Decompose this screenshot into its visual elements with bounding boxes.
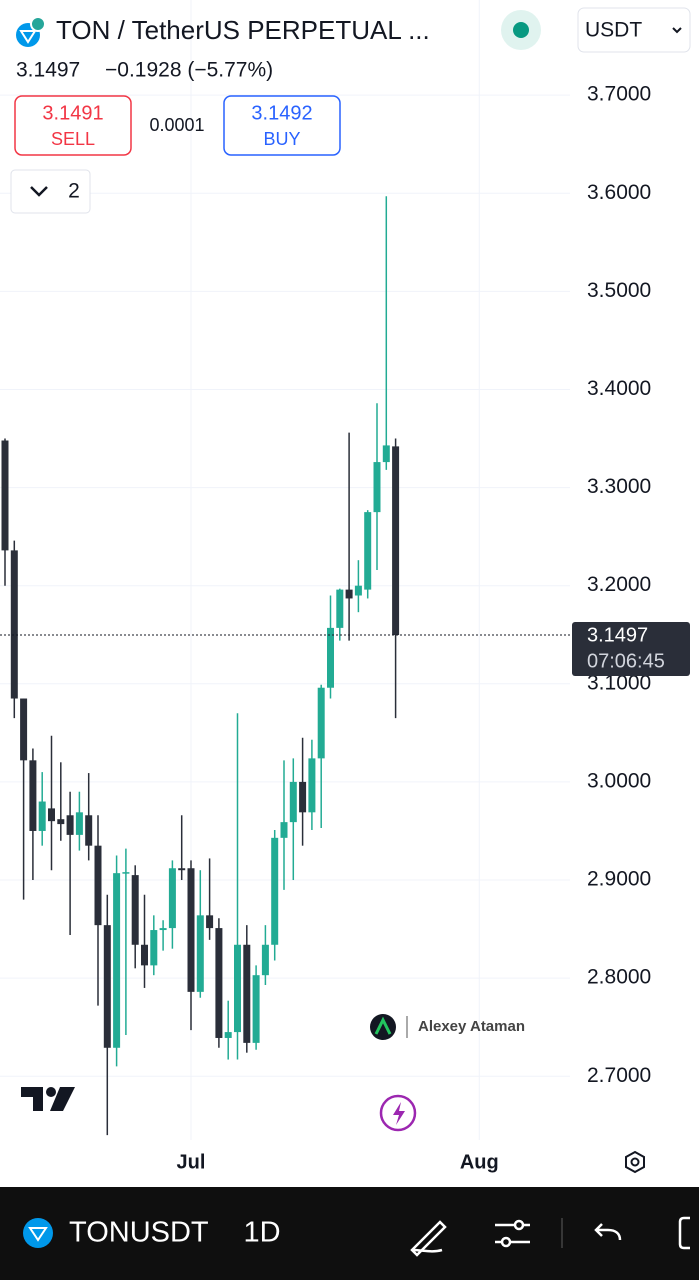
watermark-text: Alexey Ataman: [418, 1018, 525, 1035]
sell-button[interactable]: [14, 95, 132, 156]
indicators-tool[interactable]: [495, 1219, 530, 1248]
y-tick-label: 3.2000: [587, 573, 651, 596]
indicators-count: 2: [68, 180, 80, 203]
buy-label: BUY: [263, 129, 300, 149]
header: TON / TetherUS PERPETUAL ... USDT 3.1497…: [10, 7, 691, 214]
undo-button[interactable]: [594, 1223, 622, 1241]
tv-logo: [21, 1087, 75, 1111]
spread: 0.0001: [149, 115, 204, 135]
footer-symbol[interactable]: TONUSDT: [69, 1217, 209, 1249]
y-tick-label: 2.9000: [587, 868, 651, 891]
draw-tool[interactable]: [410, 1220, 447, 1257]
candle-body: [234, 944, 241, 1033]
candle-body: [48, 808, 55, 822]
candle-body: [75, 812, 83, 835]
price-change: −0.1928 (−5.77%): [105, 59, 273, 82]
candle-body: [131, 875, 139, 945]
candle-body: [20, 698, 28, 761]
countdown-label: 07:06:45: [587, 650, 665, 672]
buy-price: 3.1492: [251, 102, 312, 124]
y-tick-label: 3.1000: [587, 671, 651, 694]
candle-body: [1, 440, 9, 551]
candle-body: [206, 915, 214, 929]
sell-price: 3.1491: [42, 102, 103, 124]
candle-body: [261, 944, 269, 976]
x-tick-label: Jul: [177, 1151, 206, 1173]
footer-bar: TONUSDT 1D: [0, 1187, 699, 1280]
last-price: 3.1497: [16, 59, 80, 82]
currency: USDT: [585, 19, 642, 42]
candle-body: [57, 819, 65, 825]
buy-button[interactable]: [223, 95, 341, 156]
watermark: [370, 1014, 408, 1040]
sell-label: SELL: [51, 129, 95, 149]
candle-body: [373, 462, 381, 513]
symbol-title[interactable]: TON / TetherUS PERPETUAL ...: [56, 15, 430, 45]
last-price-box: [572, 622, 690, 677]
candle-body: [103, 925, 111, 1048]
candle-body: [215, 928, 223, 1038]
candle-body: [38, 801, 46, 831]
candle-body: [178, 868, 186, 871]
chart: 2.7000 2.8000 2.9000 3.0000 3.1000 3.2000 3.30…: [0, 0, 690, 1173]
y-tick-label: 3.5000: [587, 279, 651, 302]
indicators-toggle[interactable]: [10, 169, 91, 214]
candle-body: [280, 822, 288, 838]
candle-body: [113, 873, 121, 1048]
candle-body: [85, 815, 93, 846]
candle-body: [94, 845, 102, 926]
candle-body: [289, 781, 297, 823]
candle-body: [308, 758, 316, 813]
candle-body: [141, 944, 148, 966]
candle-body: [159, 928, 167, 931]
y-tick-label: 3.4000: [587, 377, 651, 400]
candle-body: [252, 975, 260, 1043]
candle-body: [382, 445, 390, 463]
candle-body: [243, 944, 251, 1043]
candle-body: [29, 760, 37, 831]
candle-body: [150, 930, 158, 966]
candle-body: [336, 589, 344, 628]
candle-body: [392, 446, 400, 636]
candle-body: [271, 837, 279, 945]
footer-ton-icon: [23, 1218, 53, 1248]
y-tick-label: 3.6000: [587, 181, 651, 204]
market-status[interactable]: [513, 22, 529, 38]
candle-body: [354, 585, 362, 596]
y-tick-label: 2.7000: [587, 1064, 651, 1087]
candle-body: [224, 1032, 232, 1038]
candle-body: [196, 915, 204, 992]
candle-body: [327, 627, 334, 688]
candle-body: [66, 815, 74, 835]
candle-body: [168, 868, 176, 929]
candle-body: [187, 868, 195, 992]
candle-body: [317, 687, 325, 759]
last-price-label: 3.1497: [587, 624, 648, 646]
y-tick-label: 3.0000: [587, 769, 651, 792]
footer-interval[interactable]: 1D: [243, 1217, 280, 1249]
x-tick-label: Aug: [460, 1151, 499, 1173]
candle-body: [299, 781, 307, 813]
candle-body: [364, 512, 372, 590]
fullscreen-button[interactable]: [678, 1216, 690, 1250]
candle-body: [122, 872, 130, 874]
y-tick-label: 3.3000: [587, 475, 651, 498]
y-tick-label: 2.8000: [587, 966, 651, 989]
candle-body: [10, 550, 18, 699]
y-tick-label: 3.7000: [587, 83, 651, 106]
settings-button[interactable]: [625, 1150, 645, 1174]
candle-body: [345, 589, 353, 599]
currency-dropdown[interactable]: [577, 7, 691, 53]
